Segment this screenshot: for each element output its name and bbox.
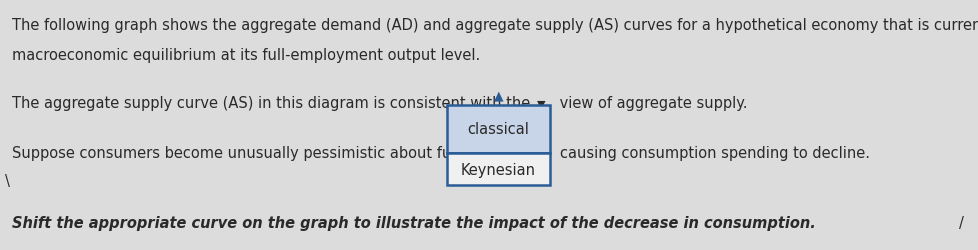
Text: ▲: ▲ [493,89,503,102]
Text: classical: classical [467,122,529,137]
Text: Keynesian: Keynesian [461,162,535,177]
Text: \: \ [5,173,10,188]
Text: view of aggregate supply.: view of aggregate supply. [555,96,747,110]
Text: causing consumption spending to decline.: causing consumption spending to decline. [559,146,869,160]
Text: /: / [958,215,963,230]
Text: The following graph shows the aggregate demand (AD) and aggregate supply (AS) cu: The following graph shows the aggregate … [12,18,978,33]
Text: ▼: ▼ [537,100,545,110]
Text: Suppose consumers become unusually pessimistic about future econom: Suppose consumers become unusually pessi… [12,146,544,160]
Text: The aggregate supply curve (AS) in this diagram is consistent with the: The aggregate supply curve (AS) in this … [12,96,530,110]
Text: macroeconomic equilibrium at its full-employment output level.: macroeconomic equilibrium at its full-em… [12,48,480,63]
FancyBboxPatch shape [447,106,550,154]
FancyBboxPatch shape [447,154,550,185]
Text: Shift the appropriate curve on the graph to illustrate the impact of the decreas: Shift the appropriate curve on the graph… [12,215,815,230]
